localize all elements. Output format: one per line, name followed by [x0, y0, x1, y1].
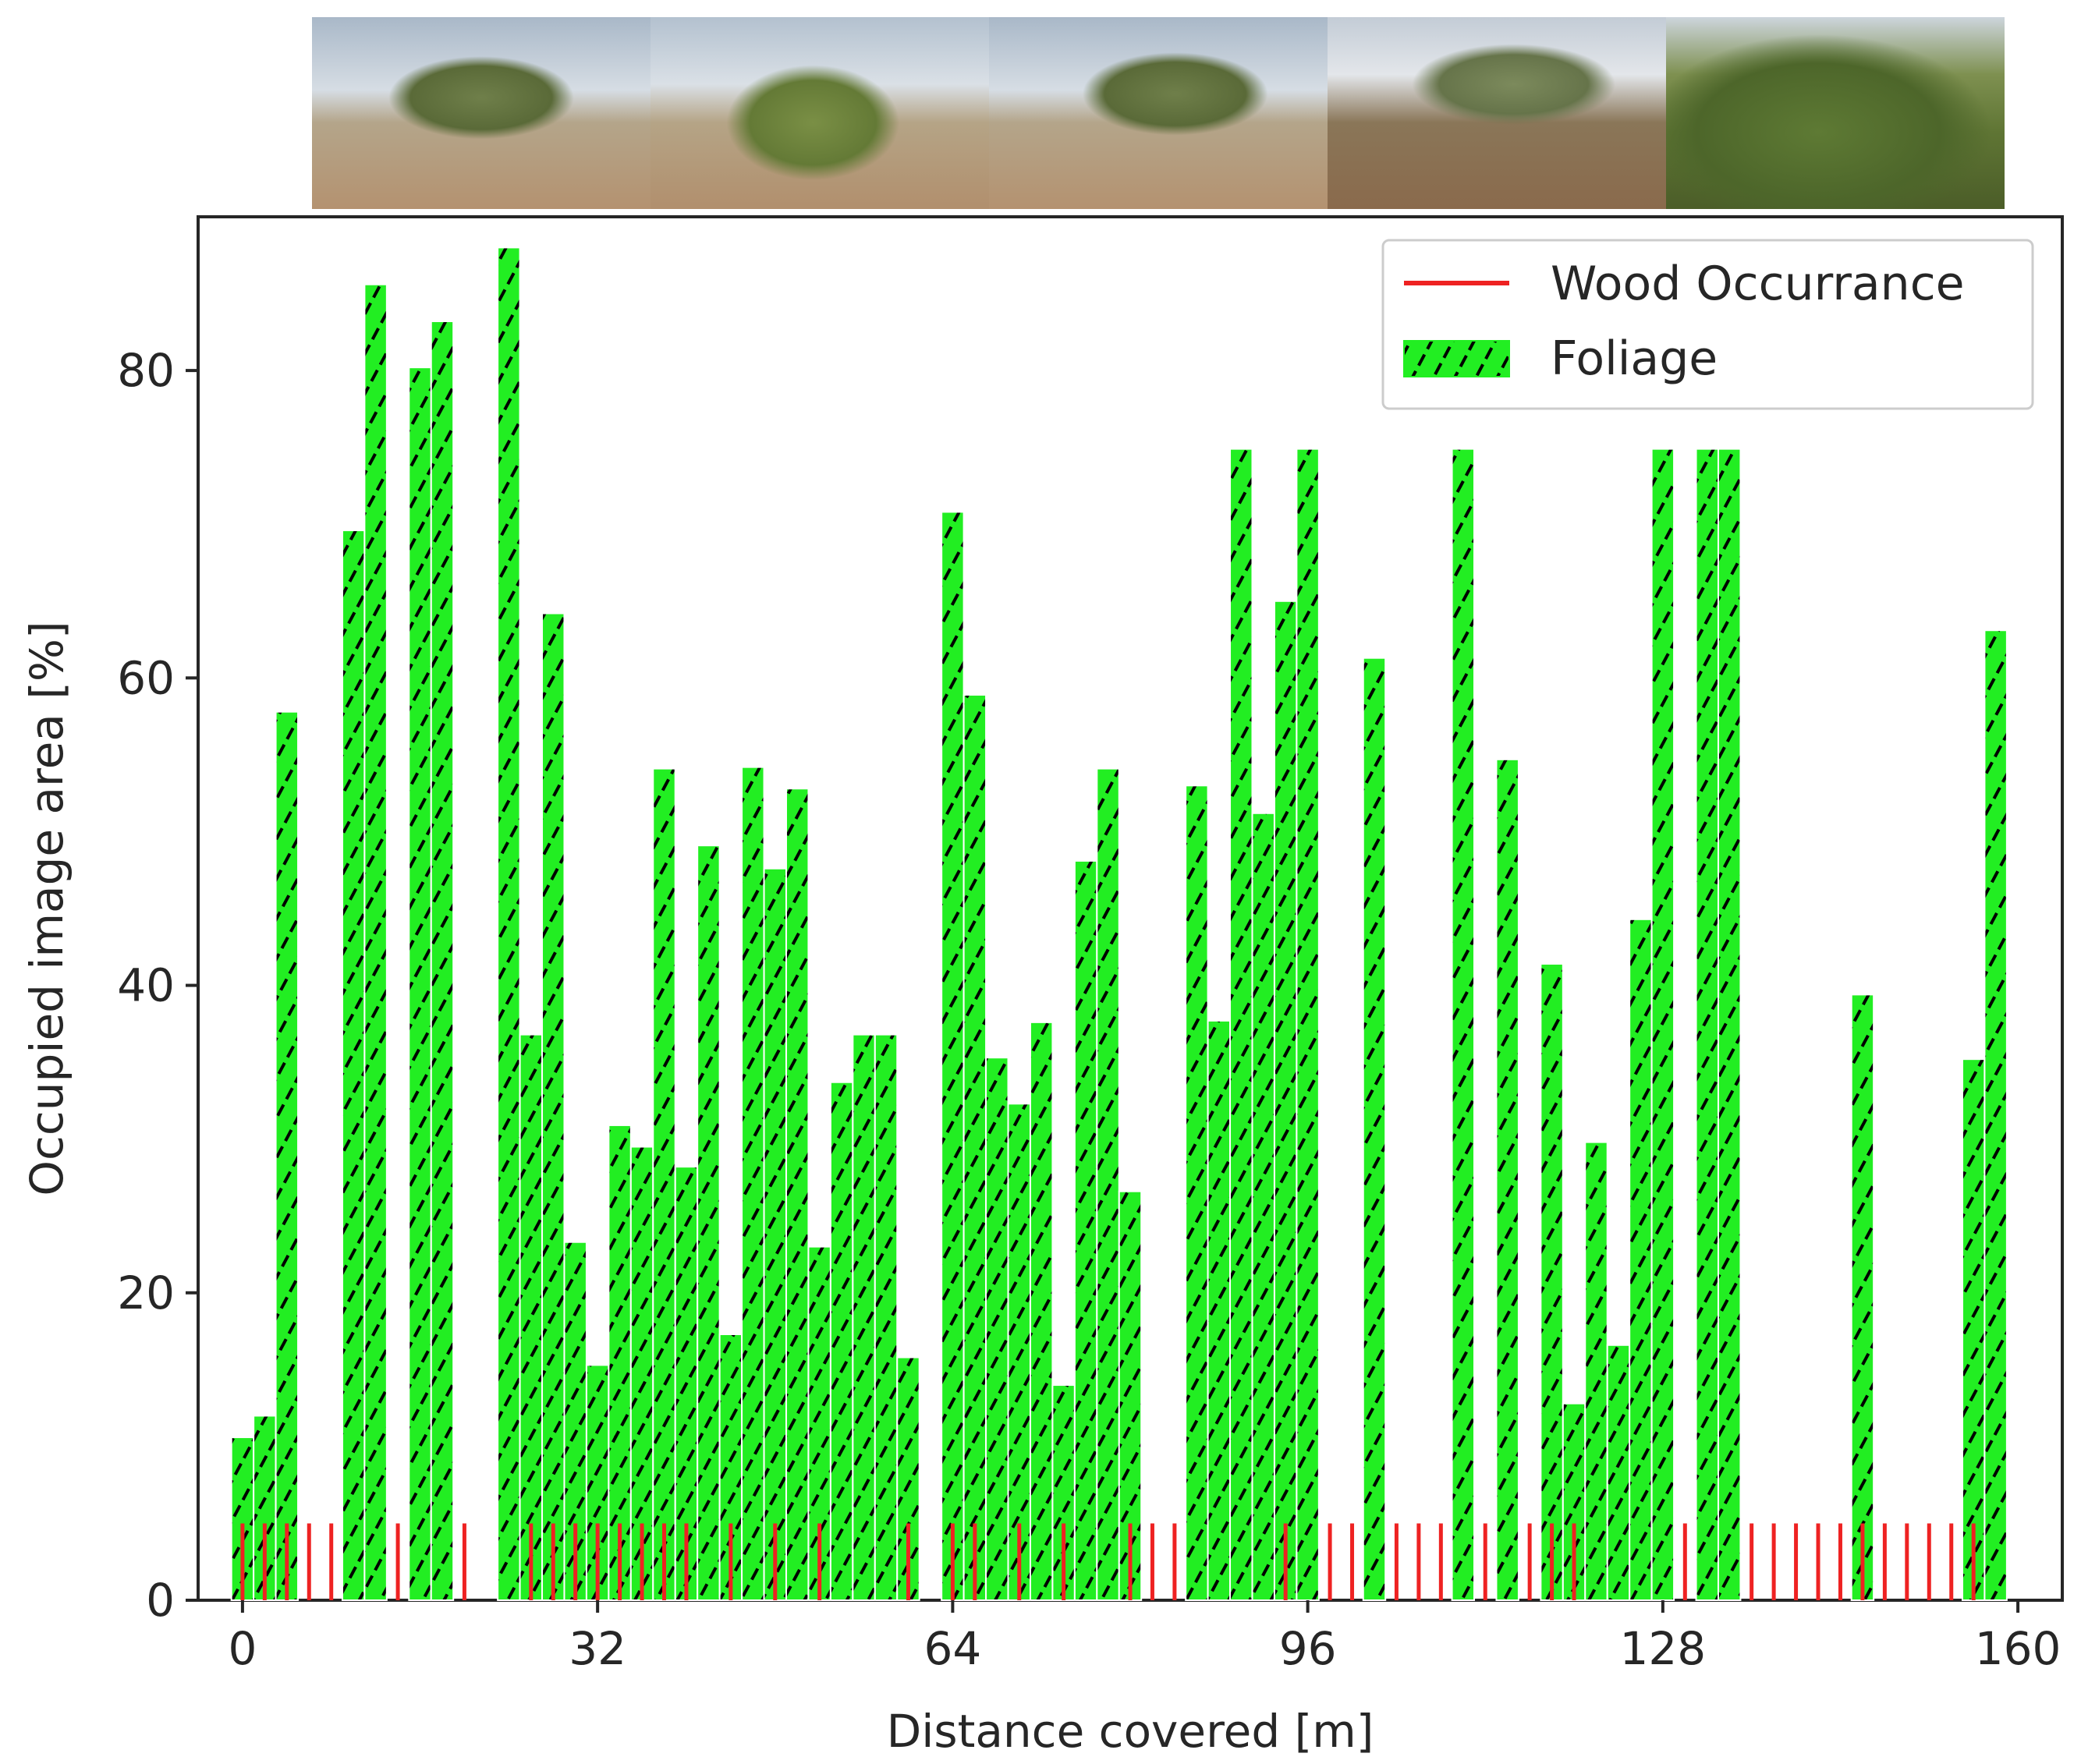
foliage-bar — [1362, 657, 1387, 1601]
foliage-bar — [363, 283, 388, 1601]
foliage-bar — [1073, 859, 1098, 1601]
foliage-bar — [1029, 1021, 1054, 1601]
acacia-tree-photo-4 — [1328, 17, 1666, 209]
legend: Wood Occurrance Foliage — [1381, 239, 2034, 410]
y-tick-label: 20 — [117, 1266, 175, 1319]
acacia-tree-photo-1 — [312, 17, 651, 209]
wood-occurrence-layer — [240, 1523, 1976, 1600]
foliage-bar — [1273, 600, 1298, 1601]
foliage-bar — [541, 612, 565, 1602]
axes-layer: 0 32 64 96 128 160 0 20 40 60 80 — [117, 344, 2061, 1675]
foliage-bar — [941, 511, 965, 1601]
x-tick-label: 32 — [569, 1622, 626, 1675]
dense-bush-photo-5 — [1666, 17, 2005, 209]
legend-box — [1381, 239, 2034, 410]
foliage-bar — [763, 867, 787, 1601]
x-tick-label: 128 — [1619, 1622, 1706, 1675]
foliage-bar — [408, 367, 432, 1601]
foliage-bar — [1984, 629, 2008, 1601]
x-tick-label: 64 — [924, 1622, 981, 1675]
foliage-bar — [1251, 812, 1275, 1601]
foliage-bar — [497, 246, 521, 1601]
foliage-bar — [652, 767, 676, 1601]
acacia-tree-photo-3 — [989, 17, 1328, 209]
foliage-bar — [519, 1033, 544, 1601]
foliage-bar — [985, 1057, 1009, 1601]
bars-layer — [230, 246, 2008, 1602]
y-axis-label: Occupied image area [%] — [20, 621, 73, 1195]
foliage-bar — [1096, 767, 1120, 1601]
legend-foliage-label: Foliage — [1551, 331, 1718, 386]
foliage-bar — [341, 530, 366, 1601]
foliage-bar — [430, 321, 455, 1602]
foliage-bar — [1606, 1344, 1631, 1601]
bush-photo-2 — [651, 17, 989, 209]
foliage-bar — [1185, 785, 1209, 1601]
foliage-bar — [1629, 918, 1653, 1601]
foliage-bar — [1695, 448, 1719, 1601]
photo-strip — [312, 17, 2005, 209]
foliage-bar — [1207, 1019, 1232, 1601]
y-tick-label: 60 — [117, 651, 175, 704]
foliage-bar — [1850, 994, 1875, 1601]
foliage-bar — [1650, 448, 1675, 1601]
foliage-bar — [1961, 1058, 1986, 1602]
foliage-bar — [1495, 758, 1519, 1601]
x-tick-label: 160 — [1975, 1622, 2062, 1675]
y-tick-label: 0 — [146, 1574, 175, 1627]
foliage-bar — [697, 845, 721, 1601]
foliage-bar — [874, 1033, 899, 1601]
x-axis-label: Distance covered [m] — [887, 1705, 1374, 1758]
foliage-bar — [785, 788, 810, 1602]
foliage-bar — [1540, 962, 1564, 1601]
y-tick-label: 80 — [117, 344, 175, 397]
foliage-bar — [1451, 448, 1476, 1601]
foliage-bar — [1229, 448, 1253, 1601]
foliage-bar — [1584, 1141, 1608, 1601]
foliage-bar — [275, 710, 300, 1601]
foliage-bar — [1296, 448, 1320, 1601]
legend-wood-label: Wood Occurrance — [1551, 257, 1965, 311]
foliage-bar — [741, 766, 765, 1601]
legend-foliage-swatch — [1403, 340, 1510, 377]
foliage-bar — [1717, 448, 1742, 1601]
foliage-bar — [852, 1033, 876, 1601]
x-tick-label: 96 — [1279, 1622, 1337, 1675]
x-tick-label: 0 — [228, 1622, 257, 1675]
foliage-bar — [963, 694, 987, 1602]
y-tick-label: 40 — [117, 959, 175, 1012]
foliage-bar — [829, 1081, 854, 1602]
